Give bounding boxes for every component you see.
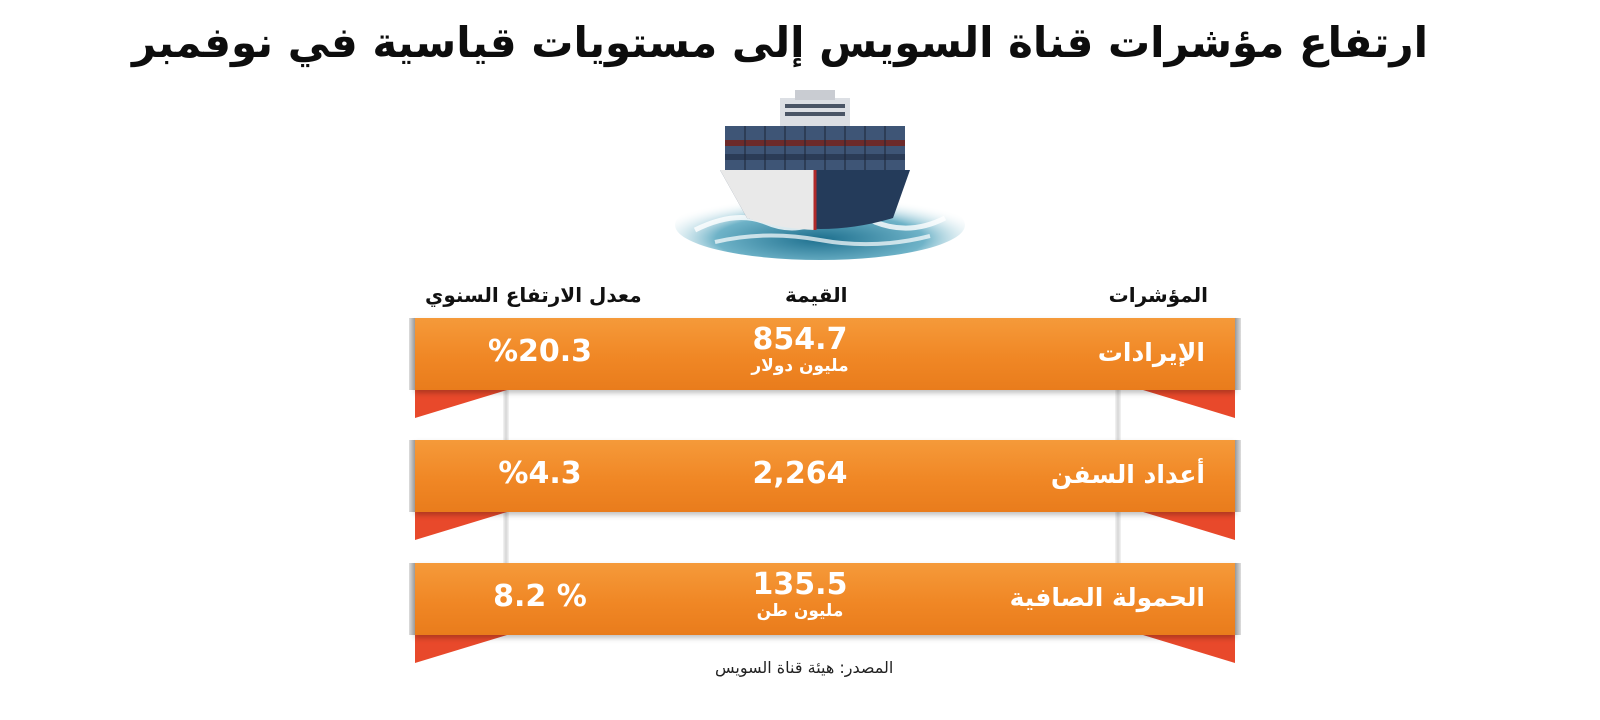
value-number: 135.5 — [752, 567, 848, 602]
indicator-label: الإيرادات — [1097, 338, 1205, 367]
container-ship-image — [675, 90, 965, 260]
indicator-label: الحمولة الصافية — [1009, 583, 1205, 612]
value-number: 2,264 — [752, 456, 848, 491]
ribbon-tail — [1143, 512, 1235, 540]
header-value: القيمة — [785, 283, 848, 307]
value-unit: مليون دولار — [751, 356, 849, 376]
indicator-value: 854.7 مليون دولار — [745, 322, 855, 377]
source-note: المصدر: هيئة قناة السويس — [715, 658, 894, 677]
ribbon-post — [1115, 512, 1121, 564]
annual-rate: %20.3 — [487, 334, 593, 369]
annual-rate: %4.3 — [498, 456, 582, 491]
indicator-label: أعداد السفن — [1050, 460, 1205, 489]
ribbon-tail — [1143, 390, 1235, 418]
indicator-value: 2,264 — [745, 458, 855, 490]
header-indicators: المؤشرات — [1108, 283, 1208, 307]
ribbon-post — [1115, 390, 1121, 442]
ribbon: الإيرادات 854.7 مليون دولار %20.3 — [409, 318, 1241, 390]
value-unit: مليون طن — [756, 601, 844, 621]
header-annual-rate: معدل الارتفاع السنوي — [425, 283, 642, 307]
value-number: 854.7 — [752, 322, 848, 357]
ribbon-tail — [415, 512, 507, 540]
ribbon-tail — [1143, 635, 1235, 663]
ribbon-tail — [415, 635, 507, 663]
ribbon: أعداد السفن 2,264 %4.3 — [409, 440, 1241, 512]
ribbon: الحمولة الصافية 135.5 مليون طن % 8.2 — [409, 563, 1241, 635]
ribbon-tail — [415, 390, 507, 418]
page-title: ارتفاع مؤشرات قناة السويس إلى مستويات قي… — [132, 18, 1428, 67]
indicator-value: 135.5 مليون طن — [745, 567, 855, 622]
annual-rate: % 8.2 — [493, 579, 587, 614]
